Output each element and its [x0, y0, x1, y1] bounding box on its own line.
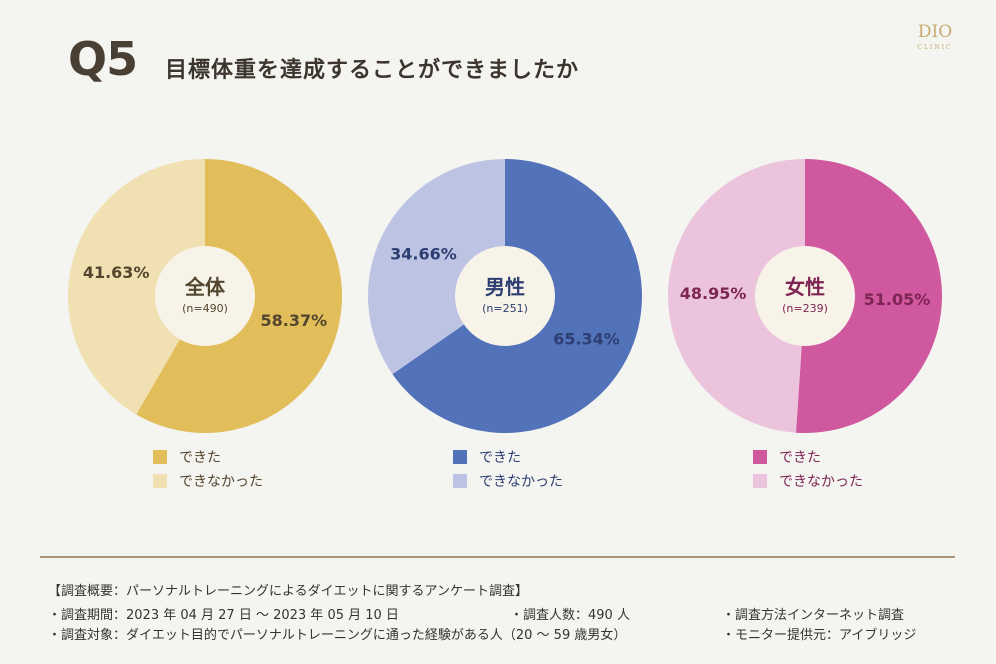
logo-text: DIO [917, 22, 953, 42]
legend-label-not-done: できなかった [779, 474, 863, 490]
pie-center-label: 女性 [785, 275, 825, 299]
pie-slice-not-done [668, 159, 805, 433]
legend-label-done: できた [479, 450, 521, 466]
pie-slice-done [795, 159, 942, 433]
pie-center-hole [455, 246, 555, 346]
legend-label-not-done: できなかった [479, 474, 563, 490]
survey-provider: ・モニター提供元：アイブリッジ [722, 628, 917, 643]
pie-center-hole [755, 246, 855, 346]
clinic-logo: DIO CLINIC [900, 20, 970, 56]
pie-total: 58.37% 41.63% 全体 (n=490) [68, 159, 342, 433]
legend-label-done: できた [179, 450, 221, 466]
question-number: Q5 [68, 32, 138, 86]
legend-swatch-done [753, 450, 767, 464]
legend-swatch-not-done [153, 474, 167, 488]
pie-center-hole [155, 246, 255, 346]
footer-divider [40, 556, 955, 558]
question-title: 目標体重を達成することができましたか [165, 58, 580, 83]
pie-center-label: 全体 [184, 275, 226, 299]
legend-swatch-not-done [753, 474, 767, 488]
legend-item-done: できた [453, 445, 563, 469]
pie-value-label-done: 65.34% [553, 330, 620, 349]
pie-value-label-not-done: 48.95% [680, 284, 747, 303]
legend-female: できた できなかった [753, 445, 863, 493]
pie-slice-not-done [68, 159, 205, 415]
legend-total: できた できなかった [153, 445, 263, 493]
pie-charts: 58.37% 41.63% 全体 (n=490) 65.34% 34.66% 男性 (n=25… [68, 159, 942, 433]
legend-swatch-done [153, 450, 167, 464]
pie-value-label-done: 58.37% [261, 311, 328, 330]
legend-item-not-done: できなかった [753, 469, 863, 493]
legend-item-done: できた [153, 445, 263, 469]
legend-label-not-done: できなかった [179, 474, 263, 490]
pie-center-sample-size: (n=490) [182, 302, 228, 315]
legend-label-done: できた [779, 450, 821, 466]
survey-period: ・調査期間：2023 年 04 月 27 日 ～ 2023 年 05 月 10 … [48, 608, 399, 623]
legend-item-not-done: できなかった [453, 469, 563, 493]
survey-respondents: ・調査人数：490 人 [510, 608, 630, 623]
pie-value-label-not-done: 34.66% [390, 244, 457, 263]
legend-item-done: できた [753, 445, 863, 469]
pie-center-sample-size: (n=251) [482, 302, 528, 315]
pie-value-label-done: 51.05% [864, 290, 931, 309]
pie-slice-not-done [368, 159, 505, 375]
pie-value-label-not-done: 41.63% [83, 263, 150, 282]
survey-target: ・調査対象：ダイエット目的でパーソナルトレーニングに通った経験がある人（20 ～… [48, 628, 627, 643]
legend-male: できた できなかった [453, 445, 563, 493]
legend-item-not-done: できなかった [153, 469, 263, 493]
pie-female: 51.05% 48.95% 女性 (n=239) [668, 159, 942, 433]
pie-center-sample-size: (n=239) [782, 302, 828, 315]
legend-swatch-done [453, 450, 467, 464]
legend-swatch-not-done [453, 474, 467, 488]
pie-male: 65.34% 34.66% 男性 (n=251) [368, 159, 643, 433]
survey-method: ・調査方法インターネット調査 [722, 608, 905, 623]
pie-center-label: 男性 [485, 275, 525, 299]
logo-subtext: CLINIC [917, 44, 953, 51]
survey-summary-title: 【調査概要：パーソナルトレーニングによるダイエットに関するアンケート調査】 [48, 584, 528, 599]
